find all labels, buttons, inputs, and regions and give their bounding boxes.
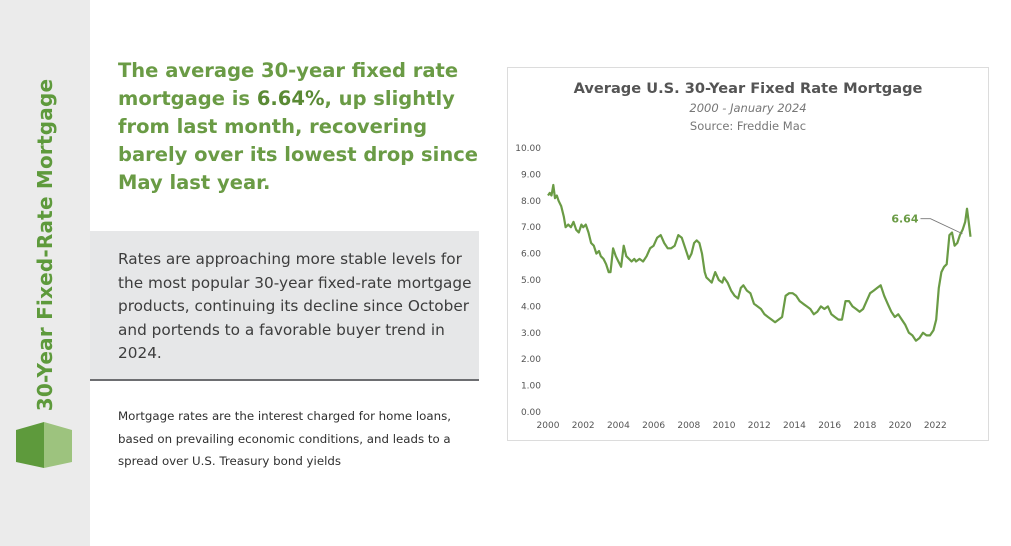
footnote: Mortgage rates are the interest charged … (118, 409, 451, 468)
sidebar: 30-Year Fixed-Rate Mortgage (0, 0, 90, 546)
headline: The average 30-year fixed rate mortgage … (118, 57, 478, 197)
chart-title: Average U.S. 30-Year Fixed Rate Mortgage (573, 80, 923, 97)
annotation-leader (920, 218, 963, 235)
x-tick-label: 2006 (642, 421, 665, 431)
chart-panel: Average U.S. 30-Year Fixed Rate Mortgage… (507, 67, 989, 441)
x-tick-label: 2010 (713, 421, 736, 431)
x-tick-label: 2002 (572, 421, 595, 431)
headline-part1: The average 30-year fixed rate mortgage … (118, 59, 459, 110)
x-tick-label: 2004 (607, 421, 630, 431)
y-tick-label: 10.00 (515, 144, 541, 154)
y-tick-label: 5.00 (521, 276, 541, 286)
x-tick-label: 2018 (853, 421, 876, 431)
headline-part2: , up slightly from last month, recoverin… (118, 87, 478, 194)
x-tick-label: 2012 (748, 421, 771, 431)
headline-rate: 6.64% (256, 87, 325, 110)
summary-text: Rates are approaching more stable levels… (118, 250, 472, 362)
chart-subtitle: 2000 - January 2024 (689, 101, 807, 115)
x-tick-label: 2008 (677, 421, 700, 431)
y-tick-label: 2.00 (521, 355, 541, 365)
y-tick-label: 6.00 (521, 250, 541, 260)
y-tick-label: 9.00 (521, 170, 541, 180)
chart-source: Source: Freddie Mac (689, 119, 807, 133)
y-tick-label: 4.00 (521, 302, 541, 312)
y-tick-label: 3.00 (521, 329, 541, 339)
y-tick-label: 1.00 (521, 382, 541, 392)
y-tick-label: 0.00 (521, 408, 541, 418)
summary-box: Rates are approaching more stable levels… (90, 231, 479, 381)
series-line (547, 183, 972, 342)
x-tick-label: 2014 (783, 421, 806, 431)
y-tick-label: 8.00 (521, 197, 541, 207)
logo-icon (16, 422, 72, 468)
x-tick-label: 2022 (924, 421, 947, 431)
sidebar-title: 30-Year Fixed-Rate Mortgage (33, 78, 57, 412)
annotation-label: 6.64 (891, 213, 918, 226)
y-tick-label: 7.00 (521, 223, 541, 233)
x-tick-label: 2000 (537, 421, 560, 431)
chart-svg: 0.00 1.00 2.00 3.00 4.00 5.00 6.00 7.00 8.00 9.00… (515, 144, 972, 431)
x-tick-label: 2020 (889, 421, 912, 431)
x-tick-label: 2016 (818, 421, 841, 431)
